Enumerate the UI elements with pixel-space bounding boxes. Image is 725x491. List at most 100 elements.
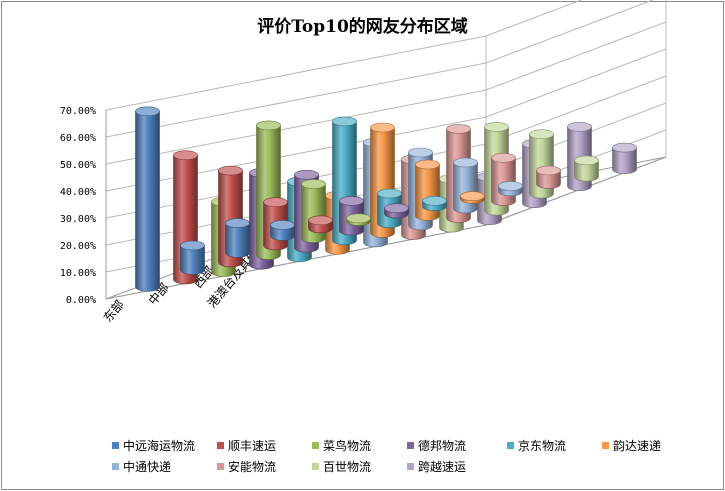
bar-3-3 [384, 203, 409, 219]
bar-3-6 [498, 181, 523, 197]
bar-top [460, 191, 485, 201]
chart-title: 评价Top10的网友分布区域 [257, 17, 468, 37]
legend-swatch [312, 462, 319, 470]
bar-top [218, 165, 243, 176]
y-tick-label: 30.00% [60, 214, 96, 225]
bar-top [173, 150, 198, 160]
bar-3-5 [460, 191, 485, 204]
bar-top [491, 153, 516, 163]
bar-top [498, 181, 523, 191]
gridline [105, 0, 583, 111]
bars-group [135, 106, 637, 292]
y-tick-label: 20.00% [60, 241, 96, 252]
bar-body [135, 111, 160, 292]
legend-item: 韵达速递 [602, 437, 661, 453]
legend-label: 跨越速运 [418, 459, 467, 474]
legend-swatch [312, 441, 319, 449]
legend-label: 菜鸟物流 [323, 438, 372, 453]
bar-3-8 [574, 155, 599, 182]
bar-3-1 [308, 215, 333, 234]
legend-item: 中远海运物流 [112, 437, 195, 453]
y-tick-label: 70.00% [60, 106, 96, 117]
bar-body [180, 245, 205, 275]
bar-top [384, 203, 409, 213]
bar-top [301, 179, 326, 189]
bar-top [484, 122, 509, 132]
legend-item: 安能物流 [217, 458, 276, 474]
bar-top [180, 240, 205, 251]
bar-body [612, 147, 637, 174]
bar-body [453, 162, 478, 214]
legend-item: 跨越速运 [407, 458, 466, 474]
legend-item: 德邦物流 [407, 437, 466, 453]
legend-swatch [112, 462, 119, 470]
bar-top [529, 129, 554, 139]
bar-body [415, 164, 440, 221]
bar-top [225, 218, 250, 228]
legend-label: 中远海运物流 [123, 438, 196, 453]
y-tick-label: 0.00% [66, 295, 96, 306]
bar-top [332, 116, 357, 127]
legend-label: 京东物流 [518, 438, 567, 453]
y-tick-label: 40.00% [60, 187, 96, 198]
bar-top [453, 157, 478, 168]
bar-0-0 [135, 106, 160, 292]
legend-swatch [507, 441, 514, 449]
legend-label: 百世物流 [323, 459, 372, 474]
legend-label: 韵达速递 [613, 438, 662, 453]
bar-top [270, 220, 295, 230]
bar-top [567, 122, 592, 132]
y-tick-label: 60.00% [60, 133, 96, 144]
bar-body [536, 170, 561, 189]
bar-top [446, 124, 471, 134]
bar-3-7 [536, 165, 561, 189]
legend-label: 德邦物流 [418, 438, 467, 453]
bar-top [346, 213, 371, 224]
bar-body [225, 222, 250, 258]
bar-body [301, 183, 326, 243]
bar-body [574, 160, 599, 182]
bar-2-7 [491, 153, 516, 206]
bar-3-9 [612, 142, 637, 174]
legend-label: 中通快递 [123, 459, 172, 474]
legend-label: 安能物流 [228, 459, 277, 474]
legend-item: 菜鸟物流 [312, 437, 371, 453]
bar-2-5 [415, 159, 440, 221]
gridline [105, 0, 655, 138]
legend-item: 中通快递 [112, 458, 171, 474]
legend-swatch [217, 462, 224, 470]
bar-top [339, 196, 364, 206]
bar-top [574, 155, 599, 166]
y-tick-label: 50.00% [60, 160, 96, 171]
bar-top [415, 159, 440, 170]
bar-top [377, 188, 402, 199]
legend-item: 顺丰速运 [217, 437, 276, 453]
legend-swatch [407, 441, 414, 449]
bar-top [536, 165, 561, 176]
legend-item: 京东物流 [507, 437, 566, 453]
y-tick-label: 10.00% [60, 268, 96, 279]
bar-top [370, 122, 395, 133]
bar-top [263, 197, 288, 207]
bar-3-0 [270, 220, 295, 241]
bar-top [256, 120, 281, 131]
bar-top [612, 142, 637, 153]
legend-swatch [112, 441, 119, 449]
bar-top [422, 196, 447, 206]
bar-1-0 [180, 240, 205, 275]
legend-swatch [217, 441, 224, 449]
legend-swatch [407, 462, 414, 470]
category-label: 东部 [100, 297, 127, 325]
bar-2-6 [453, 157, 478, 214]
bar-3-4 [422, 196, 447, 211]
bar-top [308, 215, 333, 226]
bar-top [408, 147, 433, 158]
legend-swatch [602, 441, 609, 449]
legend-item: 百世物流 [312, 458, 371, 474]
legend-label: 顺丰速运 [228, 438, 277, 453]
bar-2-0 [225, 218, 250, 258]
bar-3-2 [346, 213, 371, 226]
bar-top [135, 106, 160, 117]
